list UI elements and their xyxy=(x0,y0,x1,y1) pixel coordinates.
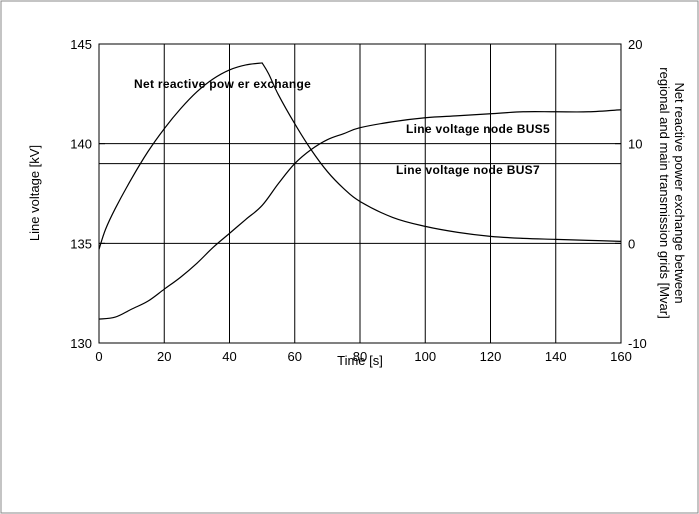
plot-frame xyxy=(98,43,622,344)
series-layer xyxy=(98,62,622,320)
y2-axis-label-line2: regional and main transmission grids [Mv… xyxy=(657,67,672,318)
y-tick-label: 130 xyxy=(70,336,92,351)
reference-lines xyxy=(99,143,621,165)
y2-tick-label: 0 xyxy=(628,236,635,251)
x-tick-label: 20 xyxy=(157,349,171,364)
y2-tick-label: 10 xyxy=(628,137,642,152)
grid-layer xyxy=(99,44,621,343)
series-bus5-voltage xyxy=(98,109,622,320)
series-net-reactive-power xyxy=(98,62,622,250)
x-tick-label: 140 xyxy=(545,349,567,364)
y-axis-label: Line voltage [kV] xyxy=(27,145,42,241)
annotation-bus5: Line voltage node BUS5 xyxy=(406,122,550,136)
x-tick-label: 100 xyxy=(414,349,436,364)
y2-axis-label-line1: Net reactive power exchange between xyxy=(672,82,687,303)
x-tick-label: 160 xyxy=(610,349,632,364)
y-tick-label: 140 xyxy=(70,137,92,152)
y2-tick-label: 20 xyxy=(628,37,642,52)
x-tick-label: 40 xyxy=(222,349,236,364)
y-tick-label: 145 xyxy=(70,37,92,52)
annotation-net-reactive-power: Net reactive pow er exchange xyxy=(134,77,311,91)
x-tick-label: 120 xyxy=(480,349,502,364)
x-axis-label: Time [s] xyxy=(337,353,383,368)
y-tick-label: 135 xyxy=(70,236,92,251)
y2-tick-label: -10 xyxy=(628,336,647,351)
tick-layer: 0 20 40 60 80 100 120 140 160 130 135 140 145 -10 0 10 2… xyxy=(70,37,647,364)
annotation-bus7: Line voltage node BUS7 xyxy=(396,163,540,177)
x-tick-label: 60 xyxy=(288,349,302,364)
x-tick-label: 0 xyxy=(95,349,102,364)
x-tick-label: 80 xyxy=(353,349,367,364)
